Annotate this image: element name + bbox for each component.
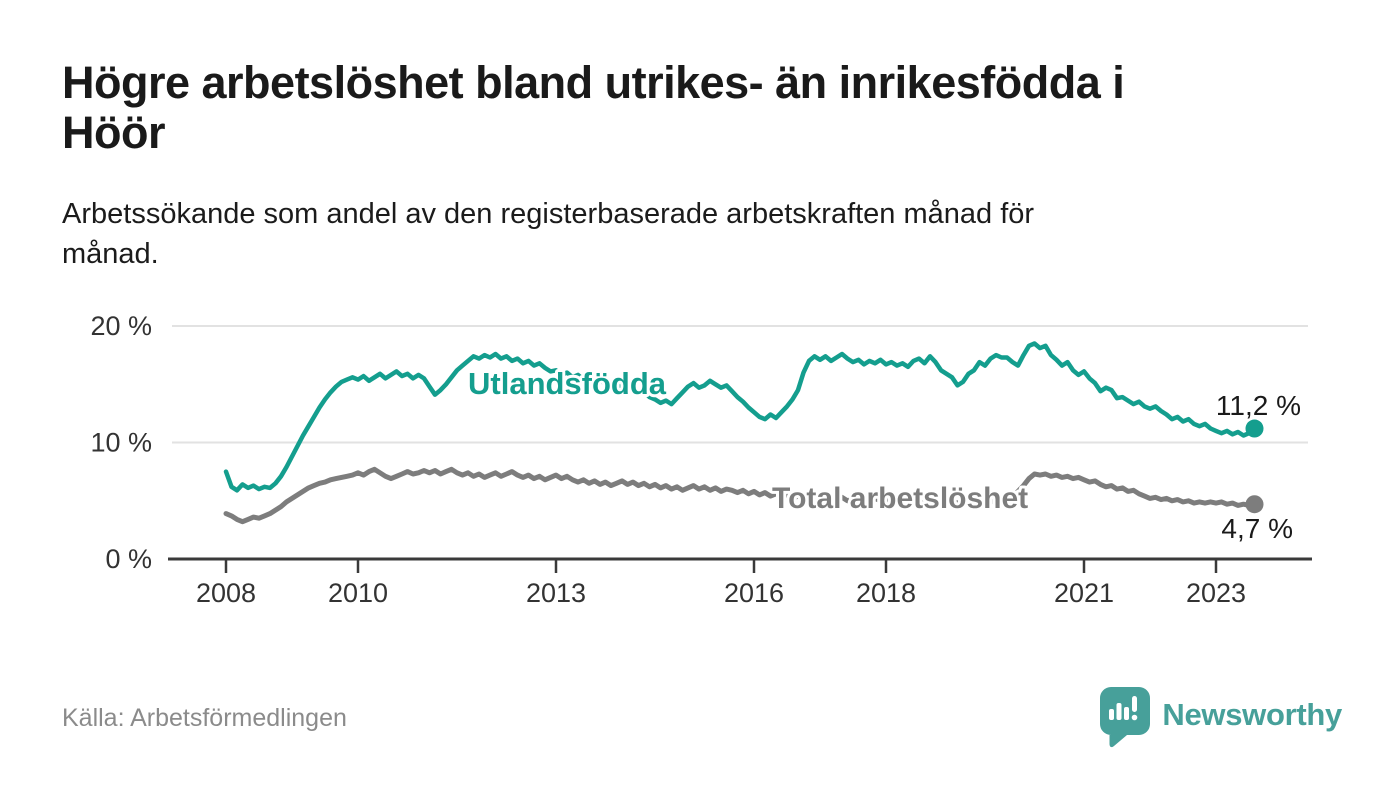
logo-bar-2 xyxy=(1116,703,1122,720)
y-tick-label-20: 20 % xyxy=(90,311,152,341)
y-tick-label-10: 10 % xyxy=(90,428,152,458)
source-note: Källa: Arbetsförmedlingen xyxy=(62,704,347,732)
x-tick-label-2018: 2018 xyxy=(856,578,916,608)
series-line-total xyxy=(223,466,1257,525)
x-tick-label-2021: 2021 xyxy=(1054,578,1114,608)
chart-subtitle-line2: månad. xyxy=(62,238,159,270)
logo-bar-1 xyxy=(1109,709,1115,720)
y-tick-label-0: 0 % xyxy=(105,544,152,574)
end-value-label-total: 4,7 % xyxy=(1221,513,1293,544)
series-label-total: Total arbetslöshet xyxy=(772,482,1028,515)
page-title: Högre arbetslöshet bland utrikes- än inr… xyxy=(62,58,1352,158)
x-tick-label-2008: 2008 xyxy=(196,578,256,608)
series-label-utlandsfodda: Utlandsfödda xyxy=(468,366,667,401)
page-title-line2: Höör xyxy=(62,107,166,158)
newsworthy-brand: Newsworthy xyxy=(1099,682,1342,748)
x-tick-label-2023: 2023 xyxy=(1186,578,1246,608)
series-end-dot-utlandsfodda xyxy=(1245,419,1264,438)
newsworthy-logo-icon xyxy=(1100,687,1151,748)
chart-subtitle-line1: Arbetssökande som andel av den registerb… xyxy=(62,198,1035,230)
series-line-utlandsfodda xyxy=(223,341,1257,493)
x-tick-label-2013: 2013 xyxy=(526,578,586,608)
page-title-line1: Högre arbetslöshet bland utrikes- än inr… xyxy=(62,57,1125,108)
x-tick-label-2016: 2016 xyxy=(724,578,784,608)
series-end-dot-total xyxy=(1245,495,1264,514)
x-tick-label-2010: 2010 xyxy=(328,578,388,608)
newsworthy-wordmark: Newsworthy xyxy=(1162,697,1342,732)
end-value-label-utlandsfodda: 11,2 % xyxy=(1216,390,1301,421)
chart-subtitle: Arbetssökande som andel av den registerb… xyxy=(62,194,1302,274)
logo-exclamation-bar xyxy=(1132,696,1138,712)
logo-bar-3 xyxy=(1124,707,1130,720)
logo-exclamation-dot xyxy=(1132,714,1138,721)
